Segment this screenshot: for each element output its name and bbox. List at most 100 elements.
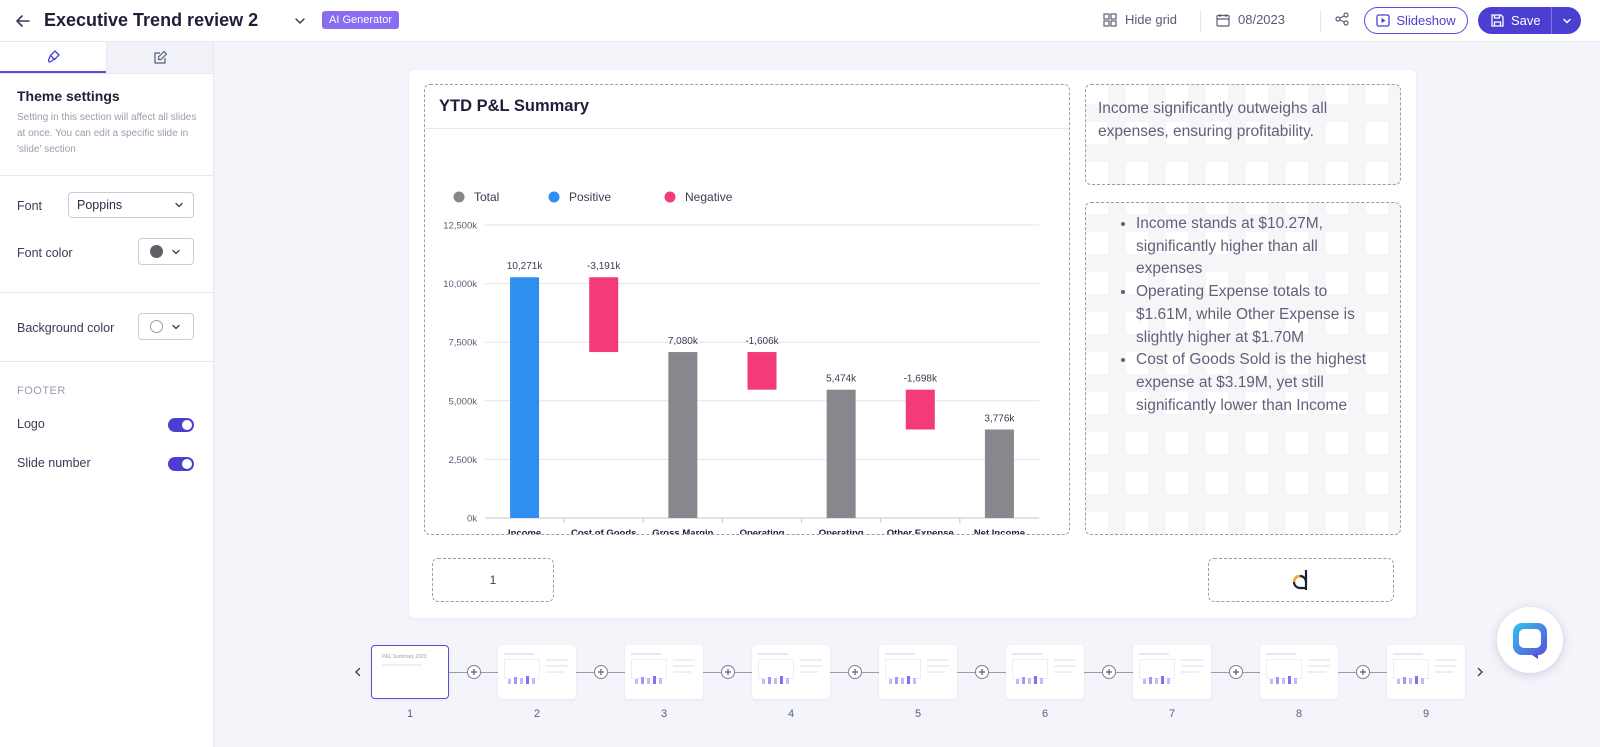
share-button[interactable]	[1335, 12, 1349, 26]
plus-icon	[1105, 669, 1112, 675]
slideshow-button[interactable]: Slideshow	[1364, 7, 1468, 34]
back-button[interactable]	[12, 10, 34, 32]
legend-marker	[664, 191, 676, 203]
save-label: Save	[1511, 13, 1541, 28]
tab-theme[interactable]	[0, 42, 106, 73]
slide-thumbnail[interactable]	[498, 645, 576, 699]
plus-icon	[851, 669, 858, 675]
paintbrush-icon	[47, 50, 60, 63]
ai-generator-badge[interactable]: AI Generator	[322, 11, 399, 29]
sidebar-tabs	[0, 42, 213, 74]
add-slide-button[interactable]	[847, 665, 862, 679]
chevron-down-icon	[175, 202, 183, 208]
font-color-swatch	[150, 245, 163, 258]
thumbnail-preview	[1393, 653, 1459, 691]
y-tick-label: 12,500k	[443, 221, 477, 232]
toolbar-divider	[1320, 10, 1321, 32]
logo-block[interactable]	[1208, 558, 1394, 602]
chat-button[interactable]	[1497, 607, 1563, 673]
slide-thumbnail[interactable]	[879, 645, 957, 699]
add-slide-button[interactable]	[1101, 665, 1116, 679]
logo-toggle[interactable]	[168, 418, 194, 432]
floppy-icon	[1491, 14, 1504, 27]
hide-grid-button[interactable]: Hide grid	[1103, 12, 1177, 27]
summary-text: Income significantly outweighs all expen…	[1098, 100, 1328, 140]
grid-icon	[1103, 12, 1117, 27]
plus-icon	[1232, 669, 1239, 675]
chart-title-divider	[425, 128, 1069, 129]
plus-icon	[978, 669, 985, 675]
top-bar: Executive Trend review 2 AI Generator Hi…	[0, 0, 1600, 42]
save-main-button[interactable]: Save	[1478, 7, 1551, 34]
thumbnails-prev-button[interactable]	[351, 665, 365, 679]
edit-icon	[153, 50, 167, 64]
thumbnail-preview	[382, 664, 422, 666]
x-tick-label: Gross Margin	[652, 528, 713, 534]
arrow-left-icon	[16, 15, 30, 27]
bar	[984, 429, 1014, 518]
document-title[interactable]: Executive Trend review 2	[44, 10, 259, 30]
slide-thumbnail[interactable]: P&L Summary 2023	[371, 645, 449, 699]
play-screen-icon	[1376, 14, 1391, 27]
add-slide-button[interactable]	[466, 665, 481, 679]
data-label: 5,474k	[826, 374, 857, 385]
y-tick-label: 0k	[467, 514, 477, 525]
divider	[0, 292, 214, 293]
plus-icon	[470, 669, 477, 675]
date-picker[interactable]: 08/2023	[1216, 12, 1285, 27]
footer-section-label: FOOTER	[17, 385, 66, 397]
theme-settings-title: Theme settings	[17, 88, 120, 104]
slide-number-block[interactable]: 1	[432, 558, 554, 602]
slide-thumbnail[interactable]	[625, 645, 703, 699]
bar	[589, 277, 619, 353]
slide-thumbnail[interactable]	[1387, 645, 1465, 699]
chat-bubble-icon	[1513, 623, 1547, 659]
font-color-picker[interactable]	[138, 238, 194, 265]
divider	[0, 175, 214, 176]
background-color-swatch	[150, 320, 163, 333]
y-tick-label: 7,500k	[448, 338, 477, 349]
thumbnail-caption: P&L Summary 2023	[382, 654, 427, 660]
x-tick-label: Income	[508, 528, 541, 534]
bar	[668, 352, 698, 518]
slide-thumbnail-number: 9	[1422, 708, 1430, 720]
chevron-left-icon	[355, 667, 361, 677]
add-slide-button[interactable]	[593, 665, 608, 679]
slide-thumbnail-number: 7	[1168, 708, 1176, 720]
slide-number-toggle[interactable]	[168, 457, 194, 471]
data-label: -1,606k	[745, 336, 779, 347]
slide-thumbnail[interactable]	[1133, 645, 1211, 699]
chevron-down-icon	[1562, 18, 1571, 24]
add-slide-button[interactable]	[1355, 665, 1370, 679]
company-logo-icon	[1292, 570, 1308, 590]
legend-marker	[548, 191, 560, 203]
x-tick-label: Operating	[740, 528, 785, 534]
slide-thumbnail[interactable]	[1006, 645, 1084, 699]
add-slide-button[interactable]	[974, 665, 989, 679]
insight-bullet: Income stands at $10.27M, significantly …	[1136, 213, 1384, 281]
slide-thumbnail[interactable]	[1260, 645, 1338, 699]
font-select[interactable]: Poppins	[68, 192, 194, 218]
tab-slide[interactable]	[106, 42, 213, 73]
chevron-down-icon[interactable]	[292, 13, 308, 29]
slide-thumbnail-number: 5	[914, 708, 922, 720]
background-color-picker[interactable]	[138, 313, 194, 340]
slide-thumbnail[interactable]	[752, 645, 830, 699]
thumbnail-preview	[1012, 653, 1078, 691]
insights-text-block[interactable]: Income stands at $10.27M, significantly …	[1085, 202, 1401, 535]
logo-label: Logo	[17, 417, 45, 431]
chart-title: YTD P&L Summary	[439, 97, 590, 115]
insights-list: Income stands at $10.27M, significantly …	[1098, 213, 1384, 417]
waterfall-chart: Total Positive Negative 0k 2,500k 5,000k 7,500…	[443, 190, 1039, 534]
add-slide-button[interactable]	[1228, 665, 1243, 679]
chart-block[interactable]: YTD P&L Summary Total Positive Negative 0k 2…	[424, 84, 1070, 535]
save-button[interactable]: Save	[1478, 7, 1581, 34]
summary-text-block[interactable]: Income significantly outweighs all expen…	[1085, 84, 1401, 185]
slideshow-label: Slideshow	[1396, 13, 1456, 28]
slide-thumbnail-number: 3	[660, 708, 668, 720]
insight-bullet: Cost of Goods Sold is the highest expens…	[1136, 349, 1384, 417]
save-options-button[interactable]	[1551, 7, 1581, 34]
thumbnails-next-button[interactable]	[1473, 665, 1487, 679]
legend-marker	[453, 191, 465, 203]
add-slide-button[interactable]	[720, 665, 735, 679]
